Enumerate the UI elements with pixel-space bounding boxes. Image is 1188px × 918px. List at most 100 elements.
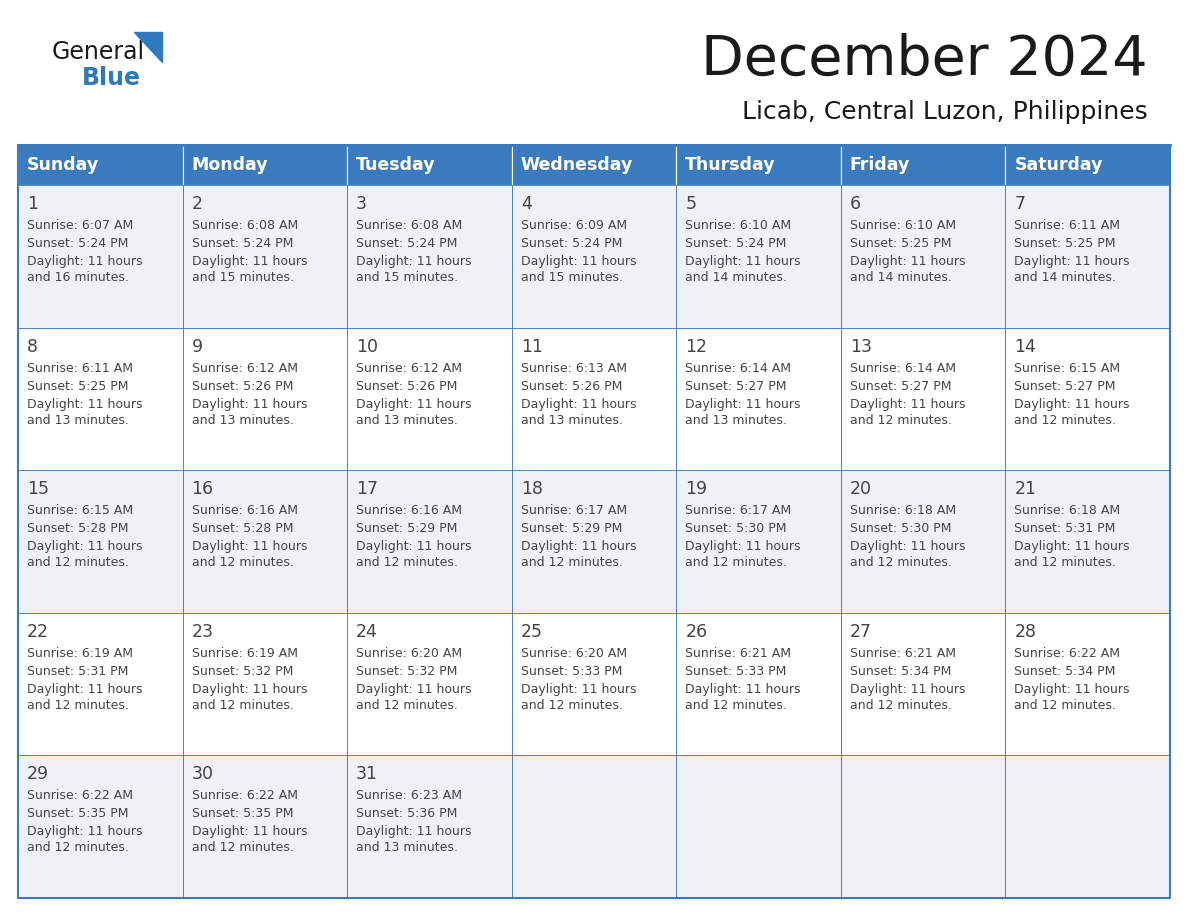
Bar [841, 613, 1005, 756]
Text: Saturday: Saturday [1015, 156, 1102, 174]
Text: Sunset: 5:32 PM: Sunset: 5:32 PM [356, 665, 457, 677]
Text: December 2024: December 2024 [701, 33, 1148, 87]
Text: Sunset: 5:24 PM: Sunset: 5:24 PM [27, 237, 128, 250]
Bar [1005, 328, 1170, 470]
Text: Sunrise: 6:22 AM: Sunrise: 6:22 AM [27, 789, 133, 802]
Bar [512, 613, 676, 756]
Text: 8: 8 [27, 338, 38, 355]
Text: Daylight: 11 hours: Daylight: 11 hours [191, 397, 307, 410]
Text: Sunset: 5:28 PM: Sunset: 5:28 PM [27, 522, 128, 535]
Bar [183, 470, 347, 613]
Text: and 13 minutes.: and 13 minutes. [685, 414, 788, 427]
Bar [183, 328, 347, 470]
Text: Sunrise: 6:21 AM: Sunrise: 6:21 AM [849, 647, 956, 660]
Text: Sunset: 5:31 PM: Sunset: 5:31 PM [1015, 522, 1116, 535]
Text: Sunrise: 6:18 AM: Sunrise: 6:18 AM [849, 504, 956, 517]
Text: Daylight: 11 hours: Daylight: 11 hours [356, 540, 472, 554]
Text: and 13 minutes.: and 13 minutes. [356, 414, 459, 427]
Bar [676, 185, 841, 328]
Text: 21: 21 [1015, 480, 1036, 498]
Text: Sunset: 5:27 PM: Sunset: 5:27 PM [849, 380, 952, 393]
Text: and 12 minutes.: and 12 minutes. [849, 699, 952, 711]
Text: Sunset: 5:30 PM: Sunset: 5:30 PM [685, 522, 786, 535]
Text: Sunrise: 6:07 AM: Sunrise: 6:07 AM [27, 219, 133, 232]
Text: Sunset: 5:27 PM: Sunset: 5:27 PM [685, 380, 786, 393]
Bar [183, 756, 347, 898]
Bar [1005, 185, 1170, 328]
Text: and 12 minutes.: and 12 minutes. [520, 556, 623, 569]
Bar [841, 470, 1005, 613]
Text: 27: 27 [849, 622, 872, 641]
Text: Daylight: 11 hours: Daylight: 11 hours [191, 825, 307, 838]
Text: Sunset: 5:26 PM: Sunset: 5:26 PM [520, 380, 623, 393]
Text: Sunrise: 6:20 AM: Sunrise: 6:20 AM [356, 647, 462, 660]
Bar [512, 145, 676, 185]
Text: 14: 14 [1015, 338, 1036, 355]
Bar [841, 145, 1005, 185]
Text: 24: 24 [356, 622, 378, 641]
Bar [1005, 145, 1170, 185]
Text: 22: 22 [27, 622, 49, 641]
Text: 30: 30 [191, 766, 214, 783]
Text: 5: 5 [685, 195, 696, 213]
Text: and 13 minutes.: and 13 minutes. [356, 842, 459, 855]
Text: and 15 minutes.: and 15 minutes. [356, 271, 459, 284]
Text: Sunset: 5:29 PM: Sunset: 5:29 PM [520, 522, 623, 535]
Bar [841, 756, 1005, 898]
Text: Sunset: 5:28 PM: Sunset: 5:28 PM [191, 522, 293, 535]
Bar [512, 328, 676, 470]
Text: and 12 minutes.: and 12 minutes. [191, 699, 293, 711]
Text: Sunset: 5:26 PM: Sunset: 5:26 PM [191, 380, 293, 393]
Bar [18, 328, 183, 470]
Text: Sunset: 5:34 PM: Sunset: 5:34 PM [849, 665, 952, 677]
Text: Daylight: 11 hours: Daylight: 11 hours [520, 397, 637, 410]
Text: Sunset: 5:29 PM: Sunset: 5:29 PM [356, 522, 457, 535]
Bar [676, 756, 841, 898]
Text: Monday: Monday [191, 156, 268, 174]
Text: 9: 9 [191, 338, 203, 355]
Text: Daylight: 11 hours: Daylight: 11 hours [27, 683, 143, 696]
Text: Sunset: 5:30 PM: Sunset: 5:30 PM [849, 522, 952, 535]
Text: Sunset: 5:33 PM: Sunset: 5:33 PM [520, 665, 623, 677]
Text: Daylight: 11 hours: Daylight: 11 hours [191, 540, 307, 554]
Bar [512, 185, 676, 328]
Text: and 13 minutes.: and 13 minutes. [191, 414, 293, 427]
Text: Daylight: 11 hours: Daylight: 11 hours [356, 683, 472, 696]
Text: Daylight: 11 hours: Daylight: 11 hours [27, 397, 143, 410]
Bar [676, 470, 841, 613]
Bar [676, 613, 841, 756]
Text: Daylight: 11 hours: Daylight: 11 hours [520, 255, 637, 268]
Text: Daylight: 11 hours: Daylight: 11 hours [849, 540, 966, 554]
Text: and 12 minutes.: and 12 minutes. [356, 699, 459, 711]
Text: Sunrise: 6:11 AM: Sunrise: 6:11 AM [1015, 219, 1120, 232]
Text: Daylight: 11 hours: Daylight: 11 hours [356, 825, 472, 838]
Text: Daylight: 11 hours: Daylight: 11 hours [27, 255, 143, 268]
Text: Daylight: 11 hours: Daylight: 11 hours [685, 255, 801, 268]
Bar [183, 185, 347, 328]
Bar [512, 470, 676, 613]
Text: Sunrise: 6:19 AM: Sunrise: 6:19 AM [191, 647, 297, 660]
Text: and 14 minutes.: and 14 minutes. [1015, 271, 1117, 284]
Text: General: General [52, 40, 145, 64]
Bar [676, 145, 841, 185]
Text: Daylight: 11 hours: Daylight: 11 hours [1015, 683, 1130, 696]
Text: Sunrise: 6:17 AM: Sunrise: 6:17 AM [520, 504, 627, 517]
Text: Daylight: 11 hours: Daylight: 11 hours [27, 825, 143, 838]
Bar [347, 328, 512, 470]
Text: 15: 15 [27, 480, 49, 498]
Text: 1: 1 [27, 195, 38, 213]
Text: Daylight: 11 hours: Daylight: 11 hours [520, 540, 637, 554]
Bar [841, 328, 1005, 470]
Bar [347, 756, 512, 898]
Text: Sunset: 5:35 PM: Sunset: 5:35 PM [191, 808, 293, 821]
Text: 12: 12 [685, 338, 707, 355]
Text: Sunrise: 6:10 AM: Sunrise: 6:10 AM [849, 219, 956, 232]
Text: Sunrise: 6:19 AM: Sunrise: 6:19 AM [27, 647, 133, 660]
Text: and 15 minutes.: and 15 minutes. [191, 271, 293, 284]
Text: Sunrise: 6:20 AM: Sunrise: 6:20 AM [520, 647, 627, 660]
Text: Sunrise: 6:22 AM: Sunrise: 6:22 AM [191, 789, 297, 802]
Text: and 15 minutes.: and 15 minutes. [520, 271, 623, 284]
Bar [1005, 756, 1170, 898]
Text: Sunset: 5:27 PM: Sunset: 5:27 PM [1015, 380, 1116, 393]
Bar [1005, 470, 1170, 613]
